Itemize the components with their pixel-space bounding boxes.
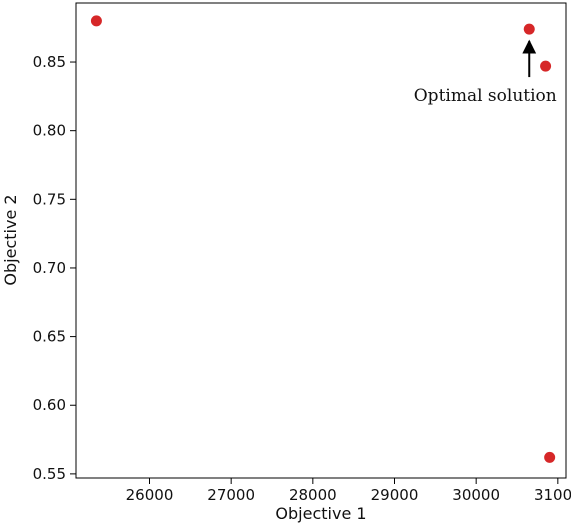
annotation-label: Optimal solution [414, 86, 557, 106]
x-tick-label: 27000 [207, 486, 255, 504]
y-tick-label: 0.85 [33, 53, 66, 71]
x-tick-label: 28000 [289, 486, 337, 504]
data-point [544, 451, 556, 463]
y-tick-label: 0.65 [33, 328, 66, 346]
x-axis-label: Objective 1 [275, 504, 366, 523]
plot-area [75, 2, 567, 479]
y-tick-label: 0.55 [33, 465, 66, 483]
y-tick-label: 0.60 [33, 396, 66, 414]
x-tick-label: 30000 [452, 486, 500, 504]
y-axis-label: Objective 2 [1, 194, 20, 285]
y-axis-ticks: 0.55 0.60 0.65 0.70 0.75 0.80 0.85 [33, 53, 76, 483]
x-tick-label: 29000 [371, 486, 419, 504]
data-points [90, 15, 556, 463]
data-point [523, 23, 535, 35]
data-point [90, 15, 102, 27]
annotation: Optimal solution [414, 39, 557, 106]
y-tick-label: 0.75 [33, 190, 66, 208]
x-tick-label: 26000 [126, 486, 174, 504]
data-point [540, 60, 552, 72]
y-tick-label: 0.80 [33, 122, 66, 140]
y-tick-label: 0.70 [33, 259, 66, 277]
